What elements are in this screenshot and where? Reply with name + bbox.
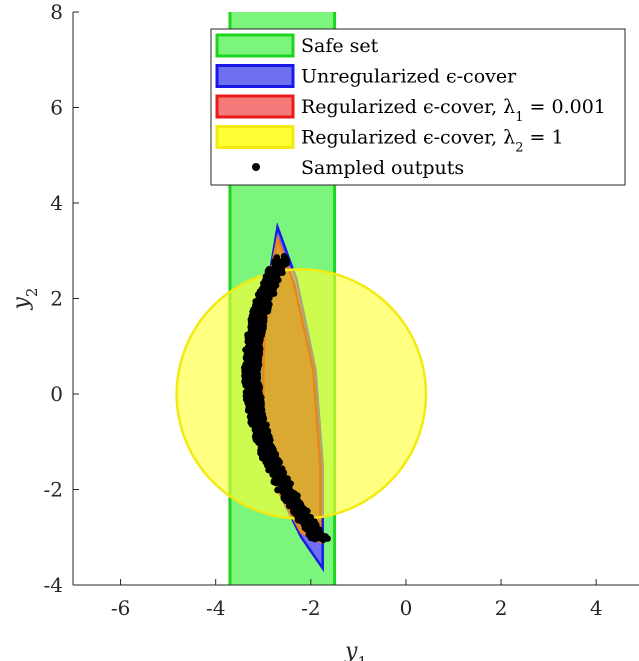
legend-swatch (215, 125, 295, 149)
legend-swatch (215, 64, 295, 88)
legend-marker-sampled-outputs (252, 163, 260, 171)
y-tick-label: -4 (44, 573, 63, 597)
sampled-output-point (318, 535, 325, 542)
legend-swatch (215, 94, 295, 119)
y-tick-label: 4 (50, 191, 63, 215)
x-tick-label: -2 (301, 596, 320, 620)
x-tick-label: 0 (400, 596, 413, 620)
x-axis-label: y1 (344, 639, 367, 661)
x-tick-label: -4 (206, 596, 225, 620)
sampled-output-point (324, 535, 331, 542)
x-tick-label: 4 (590, 596, 603, 620)
sampled-output-point (303, 526, 311, 533)
y-axis-label: y2 (9, 288, 41, 311)
sampled-output-point (282, 497, 290, 505)
x-tick-label: 2 (495, 596, 508, 620)
x-tick-label: -6 (111, 596, 130, 620)
y-tick-label: 8 (50, 0, 63, 24)
axes: -6 -4 -2 0 2 4 -4 -2 0 2 4 6 8 y1 y2 (9, 0, 639, 661)
y-tick-label: 2 (50, 287, 63, 311)
legend-label: Unregularized ϵ-cover (301, 66, 517, 88)
y-tick-label: -2 (44, 478, 63, 502)
legend-label: Safe set (301, 35, 379, 57)
sampled-output-point (272, 479, 280, 487)
legend-label: Sampled outputs (301, 157, 464, 179)
y-tick-label: 6 (50, 96, 63, 120)
legend-swatch (215, 33, 295, 58)
y-tick-label: 0 (50, 382, 63, 406)
